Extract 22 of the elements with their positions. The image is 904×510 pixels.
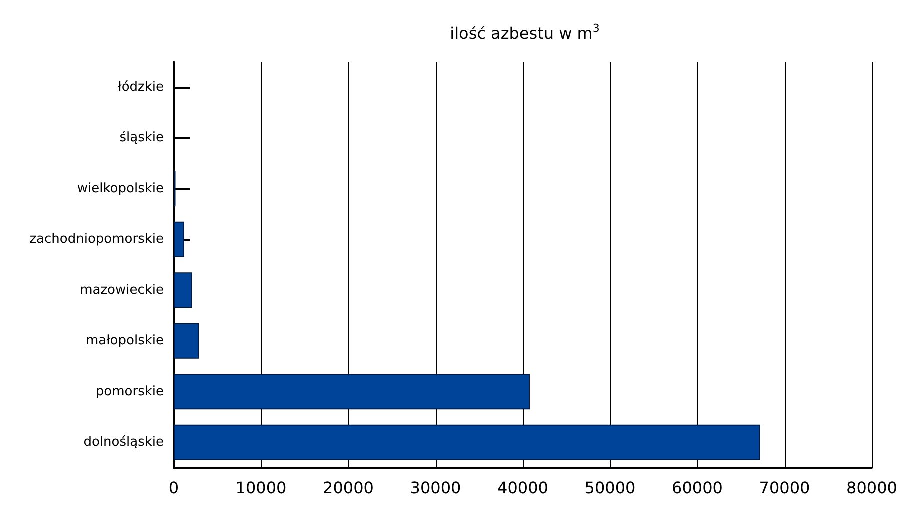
bar (174, 272, 192, 308)
x-tick-label: 30000 (410, 478, 462, 498)
y-tick-label: dolnośląskie (84, 435, 164, 450)
x-tick-label: 70000 (759, 478, 810, 498)
x-tick-label: 50000 (584, 478, 636, 498)
bar (174, 222, 184, 258)
y-tick-label: mazowieckie (80, 282, 164, 298)
x-tick-label: 20000 (323, 478, 374, 498)
bar (174, 424, 760, 460)
y-tick-label: małopolskie (86, 334, 164, 349)
x-tick-label: 0 (168, 478, 180, 498)
x-tick-label: 60000 (672, 478, 723, 498)
x-tick-label: 40000 (498, 478, 548, 498)
y-tick-label: wielkopolskie (77, 181, 164, 196)
bar (174, 323, 200, 359)
x-tick-label: 10000 (236, 478, 287, 498)
y-tick-label: łódzkie (118, 80, 164, 95)
bar (174, 374, 530, 410)
y-tick-label: zachodniopomorskie (30, 232, 164, 248)
y-tick-label: pomorskie (96, 384, 164, 400)
y-tick-label: śląskie (120, 130, 164, 146)
x-tick-label: 80000 (846, 478, 898, 498)
